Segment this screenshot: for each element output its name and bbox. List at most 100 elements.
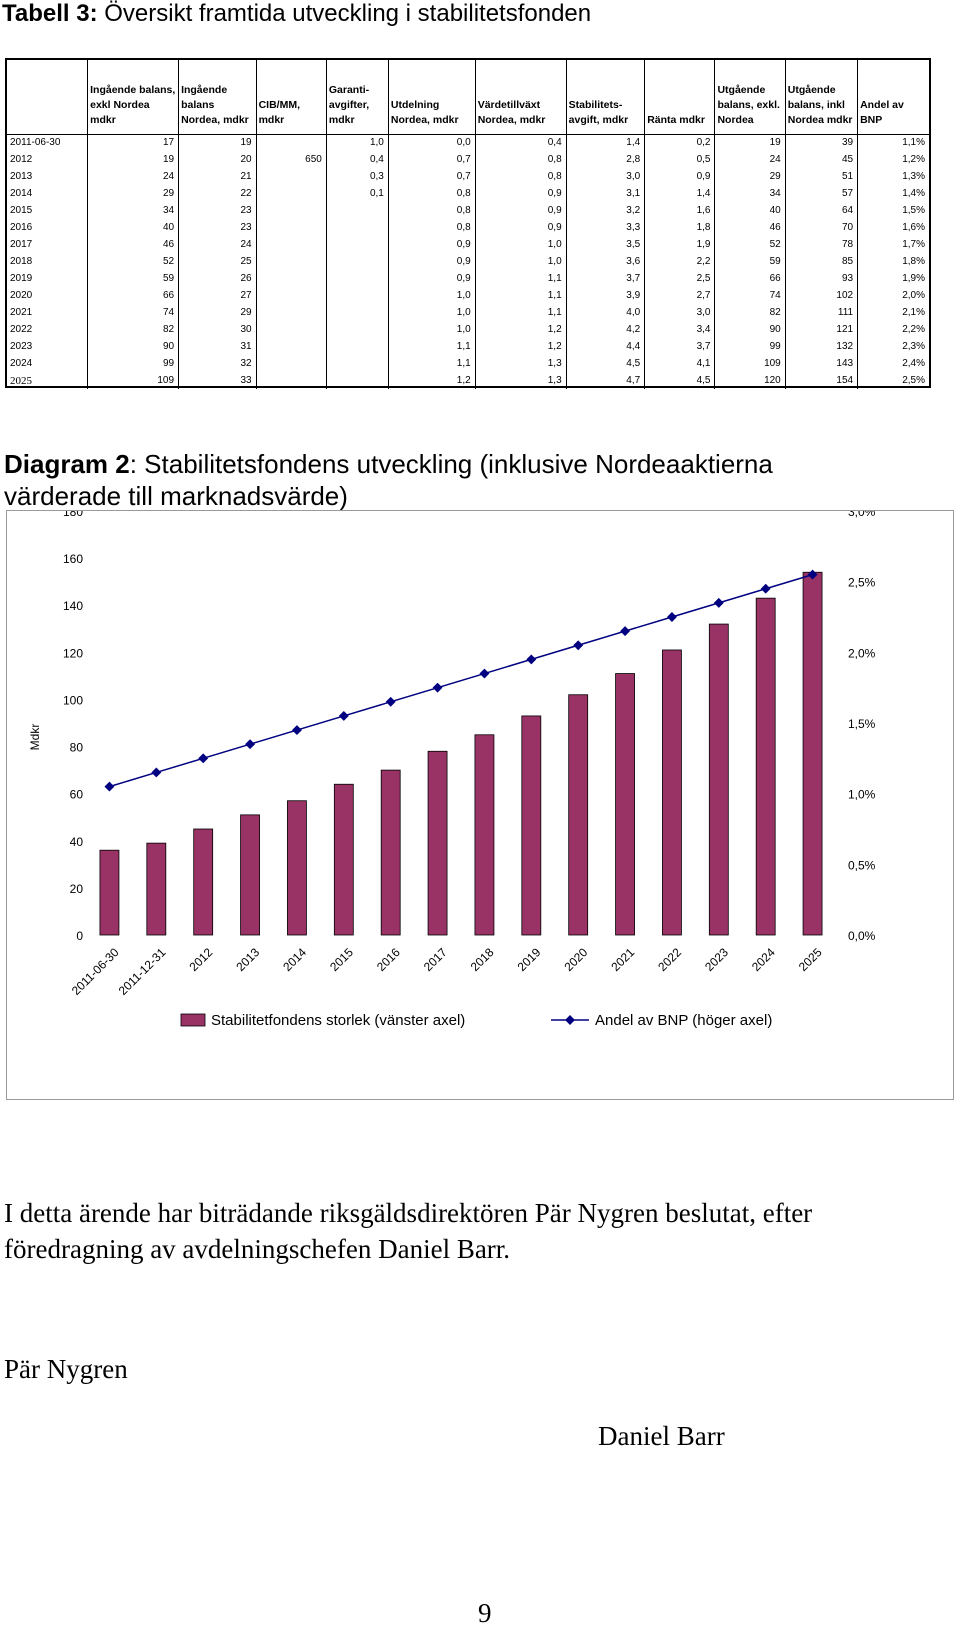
row-date: 2024 (10, 358, 33, 369)
table-cell: 30 (178, 321, 257, 338)
line-point (338, 710, 349, 721)
table-cell (325, 236, 389, 253)
table-cell: 1,1% (857, 133, 929, 151)
y2-tick-label: 2,0% (848, 646, 876, 660)
table-cell: 1,8% (857, 253, 929, 270)
table-cell: 0,8 (474, 151, 567, 168)
table-cell: 19 (714, 133, 786, 151)
table-cell: 0,7 (387, 151, 476, 168)
bar (333, 783, 354, 936)
row-date: 2020 (10, 290, 33, 301)
table-cell: 39 (784, 133, 858, 151)
table-cell: 45 (784, 151, 858, 168)
legend-swatch-bars (180, 1013, 206, 1027)
table-cell: 0,4 (325, 151, 389, 168)
bar (662, 649, 682, 936)
y2-tick-label: 3,0% (848, 511, 876, 519)
row-date: 2019 (10, 273, 33, 284)
table-cell (255, 202, 327, 219)
chart: 0 20 40 60 80 100 120 140 160 180 0,0% 0,5% 1,0% 1,5%… (28, 505, 876, 1029)
table-cell: 0,8 (474, 168, 567, 185)
row-date: 2025 (10, 374, 32, 387)
table-cell: 3,4 (644, 321, 715, 338)
table-cell (325, 372, 389, 389)
y-tick-label: 180 (63, 511, 83, 519)
table-cell (325, 219, 389, 236)
signature-nygren: Pär Nygren (4, 1354, 128, 1384)
x-tick-label: 2015 (327, 945, 356, 974)
column-header: Utdelning Nordea, mdkr (387, 60, 476, 134)
table-row: 2014 29 22 0,1 0,8 0,9 3,1 1,4 34 57 1,4% (7, 185, 929, 202)
bar (755, 597, 776, 936)
table-cell: 2,3% (857, 338, 929, 355)
table-cell: 1,1 (474, 304, 567, 321)
x-tick-label: 2019 (515, 945, 544, 974)
table-cell: 24 (178, 236, 257, 253)
table-cell: 0,8 (387, 185, 476, 202)
table-cell: 0,9 (387, 236, 476, 253)
y-tick-label: 60 (70, 788, 84, 802)
table-cell (255, 270, 327, 287)
bar (99, 849, 120, 936)
table-cell: 121 (784, 321, 858, 338)
table-cell: 1,7% (857, 236, 929, 253)
y-tick-label: 140 (63, 599, 83, 613)
bar (146, 842, 167, 936)
table-cell: 1,0 (387, 287, 476, 304)
legend-label-bars: Stabilitetfondens storlek (vänster axel) (211, 1012, 465, 1029)
x-tick-label: 2011-12-31 (116, 945, 169, 998)
table-cell (255, 236, 327, 253)
table-cell: 0,8 (387, 202, 476, 219)
x-tick-label: 2025 (796, 945, 825, 974)
column-header: Ingående balans, exkl Nordea mdkr (87, 60, 179, 134)
table-cell: 0,4 (474, 133, 567, 151)
y-tick-label: 40 (70, 835, 84, 849)
table-cell: 40 (87, 219, 179, 236)
table-cell: 51 (784, 168, 858, 185)
diagram-title: Diagram 2: Stabilitetsfondens utveckling… (4, 448, 884, 512)
table-cell: 0,7 (387, 168, 476, 185)
y2-tick-label: 1,5% (848, 717, 876, 731)
table-cell: 1,4 (565, 133, 645, 151)
x-tick-label: 2013 (233, 945, 262, 974)
y-tick-label: 100 (63, 693, 83, 707)
table-cell: 0,3 (325, 168, 389, 185)
table-cell: 3,6 (565, 253, 645, 270)
table-cell: 34 (87, 202, 179, 219)
table-cell: 0,0 (387, 133, 476, 151)
table-cell: 650 (255, 151, 327, 168)
table-cell (255, 287, 327, 304)
bar (708, 623, 729, 936)
table-cell: 1,0 (325, 133, 389, 151)
table-cell: 82 (87, 321, 179, 338)
table-cell: 2,8 (565, 151, 645, 168)
table-cell: 4,5 (565, 355, 645, 372)
table-cell (255, 185, 327, 202)
column-header (7, 60, 88, 134)
table-cell (255, 133, 327, 151)
table-cell: 52 (87, 253, 179, 270)
table-cell: 2,2 (644, 253, 715, 270)
chart-frame: 0 20 40 60 80 100 120 140 160 180 0,0% 0,5% 1,0% 1,5%… (6, 505, 954, 1100)
table-cell: 2,5% (857, 372, 929, 389)
table-cell: 19 (178, 133, 257, 151)
table-cell: 27 (178, 287, 257, 304)
x-tick-label: 2022 (655, 945, 684, 974)
table-cell: 2,2% (857, 321, 929, 338)
x-tick-label: 2011-06-30 (69, 945, 122, 998)
row-date: 2013 (10, 171, 33, 182)
table-cell (325, 338, 389, 355)
table-cell: 93 (784, 270, 858, 287)
table-cell (325, 355, 389, 372)
table-row: 2016 40 23 0,8 0,9 3,3 1,8 46 70 1,6% (7, 219, 929, 236)
table-cell: 0,1 (325, 185, 389, 202)
table-cell: 1,2 (474, 338, 567, 355)
table-cell (325, 287, 389, 304)
table-cell: 0,2 (644, 133, 715, 151)
row-date: 2016 (10, 222, 33, 233)
table-cell: 154 (784, 372, 858, 389)
y-tick-label: 80 (70, 741, 84, 755)
series-line (109, 573, 813, 788)
table-cell (255, 372, 327, 389)
bar (568, 694, 589, 936)
